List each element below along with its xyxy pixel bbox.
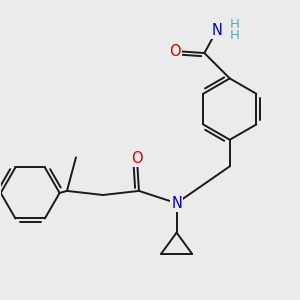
Text: O: O — [131, 151, 143, 166]
Text: H: H — [230, 29, 240, 42]
Text: N: N — [171, 196, 182, 211]
Text: O: O — [169, 44, 181, 59]
Text: N: N — [211, 23, 222, 38]
Text: H: H — [230, 18, 240, 31]
